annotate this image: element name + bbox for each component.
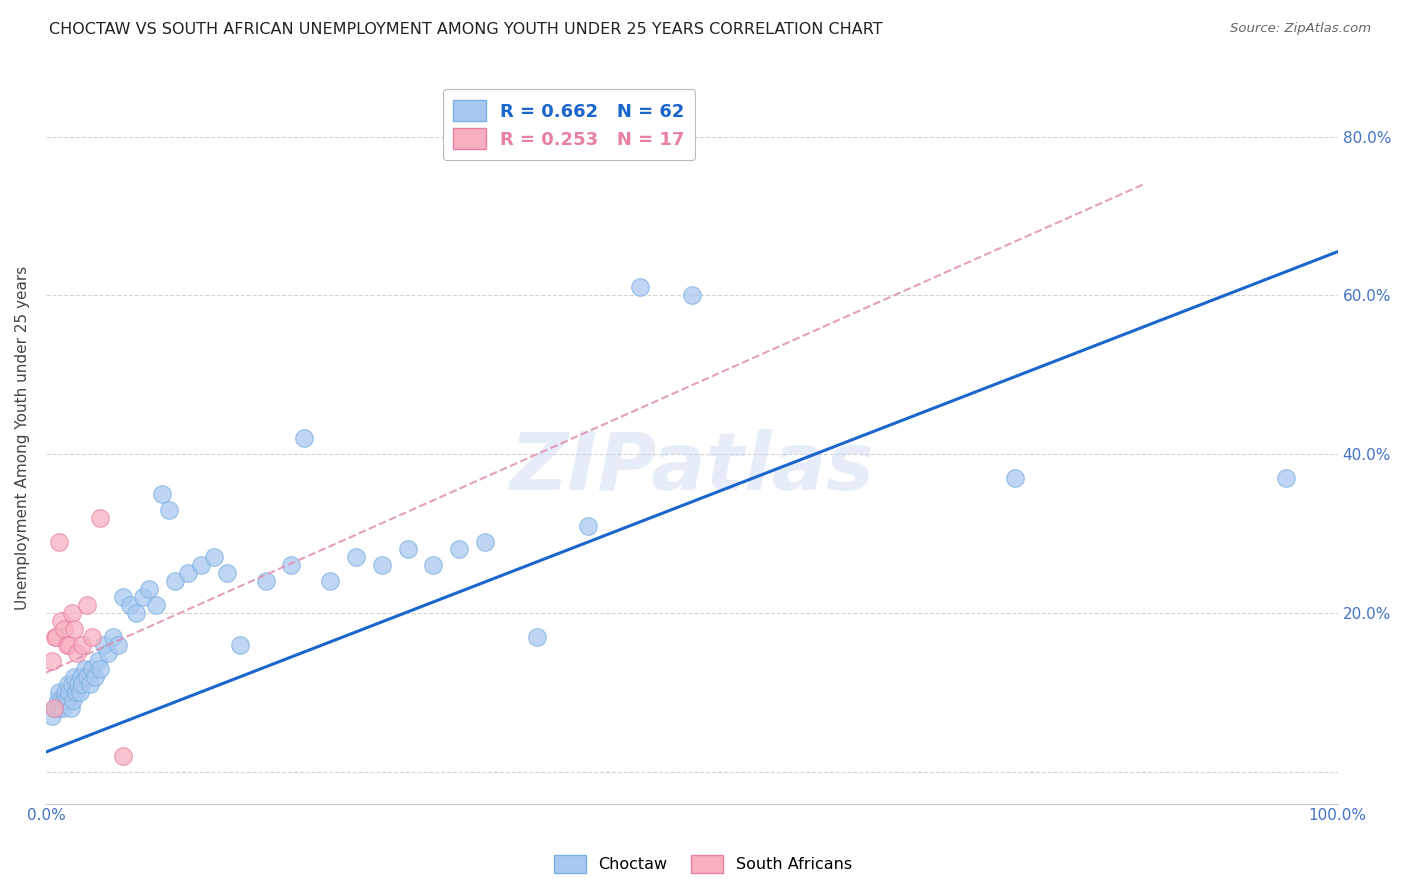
Point	[82, 630, 104, 644]
Point	[97, 646, 120, 660]
Point	[526, 630, 548, 644]
Point	[59, 701, 82, 715]
Point	[319, 574, 342, 589]
Point	[101, 630, 124, 644]
Point	[422, 558, 444, 573]
Legend: R = 0.662   N = 62, R = 0.253   N = 17: R = 0.662 N = 62, R = 0.253 N = 17	[443, 89, 696, 160]
Point	[150, 487, 173, 501]
Point	[145, 598, 167, 612]
Point	[70, 669, 93, 683]
Point	[55, 638, 77, 652]
Point	[48, 701, 70, 715]
Point	[371, 558, 394, 573]
Text: CHOCTAW VS SOUTH AFRICAN UNEMPLOYMENT AMONG YOUTH UNDER 25 YEARS CORRELATION CHA: CHOCTAW VS SOUTH AFRICAN UNEMPLOYMENT AM…	[49, 22, 883, 37]
Point	[89, 510, 111, 524]
Point	[132, 590, 155, 604]
Point	[190, 558, 212, 573]
Text: Source: ZipAtlas.com: Source: ZipAtlas.com	[1230, 22, 1371, 36]
Point	[53, 685, 76, 699]
Point	[1275, 471, 1298, 485]
Point	[177, 566, 200, 581]
Point	[628, 280, 651, 294]
Point	[165, 574, 187, 589]
Point	[62, 693, 84, 707]
Point	[280, 558, 302, 573]
Point	[112, 590, 135, 604]
Point	[52, 701, 75, 715]
Point	[41, 654, 63, 668]
Point	[51, 614, 73, 628]
Point	[53, 622, 76, 636]
Point	[76, 669, 98, 683]
Y-axis label: Unemployment Among Youth under 25 years: Unemployment Among Youth under 25 years	[15, 266, 30, 610]
Point	[48, 685, 70, 699]
Point	[84, 669, 107, 683]
Point	[70, 638, 93, 652]
Point	[46, 693, 69, 707]
Point	[63, 622, 86, 636]
Point	[125, 606, 148, 620]
Point	[344, 550, 367, 565]
Point	[69, 685, 91, 699]
Point	[578, 518, 600, 533]
Point	[396, 542, 419, 557]
Point	[449, 542, 471, 557]
Point	[76, 598, 98, 612]
Point	[86, 654, 108, 668]
Point	[44, 630, 66, 644]
Point	[89, 662, 111, 676]
Point	[138, 582, 160, 597]
Point	[254, 574, 277, 589]
Point	[42, 701, 65, 715]
Point	[70, 677, 93, 691]
Point	[202, 550, 225, 565]
Point	[93, 638, 115, 652]
Point	[55, 693, 77, 707]
Point	[157, 502, 180, 516]
Point	[1004, 471, 1026, 485]
Point	[44, 701, 66, 715]
Point	[53, 693, 76, 707]
Point	[60, 606, 83, 620]
Point	[58, 638, 80, 652]
Point	[48, 534, 70, 549]
Point	[215, 566, 238, 581]
Point	[79, 677, 101, 691]
Legend: Choctaw, South Africans: Choctaw, South Africans	[547, 848, 859, 880]
Point	[65, 685, 87, 699]
Point	[73, 662, 96, 676]
Point	[63, 669, 86, 683]
Text: ZIPatlas: ZIPatlas	[509, 428, 875, 507]
Point	[681, 288, 703, 302]
Point	[41, 709, 63, 723]
Point	[292, 431, 315, 445]
Point	[56, 677, 79, 691]
Point	[45, 630, 67, 644]
Point	[60, 677, 83, 691]
Point	[112, 748, 135, 763]
Point	[118, 598, 141, 612]
Point	[51, 693, 73, 707]
Point	[474, 534, 496, 549]
Point	[228, 638, 250, 652]
Point	[82, 662, 104, 676]
Point	[58, 685, 80, 699]
Point	[66, 646, 89, 660]
Point	[107, 638, 129, 652]
Point	[67, 677, 90, 691]
